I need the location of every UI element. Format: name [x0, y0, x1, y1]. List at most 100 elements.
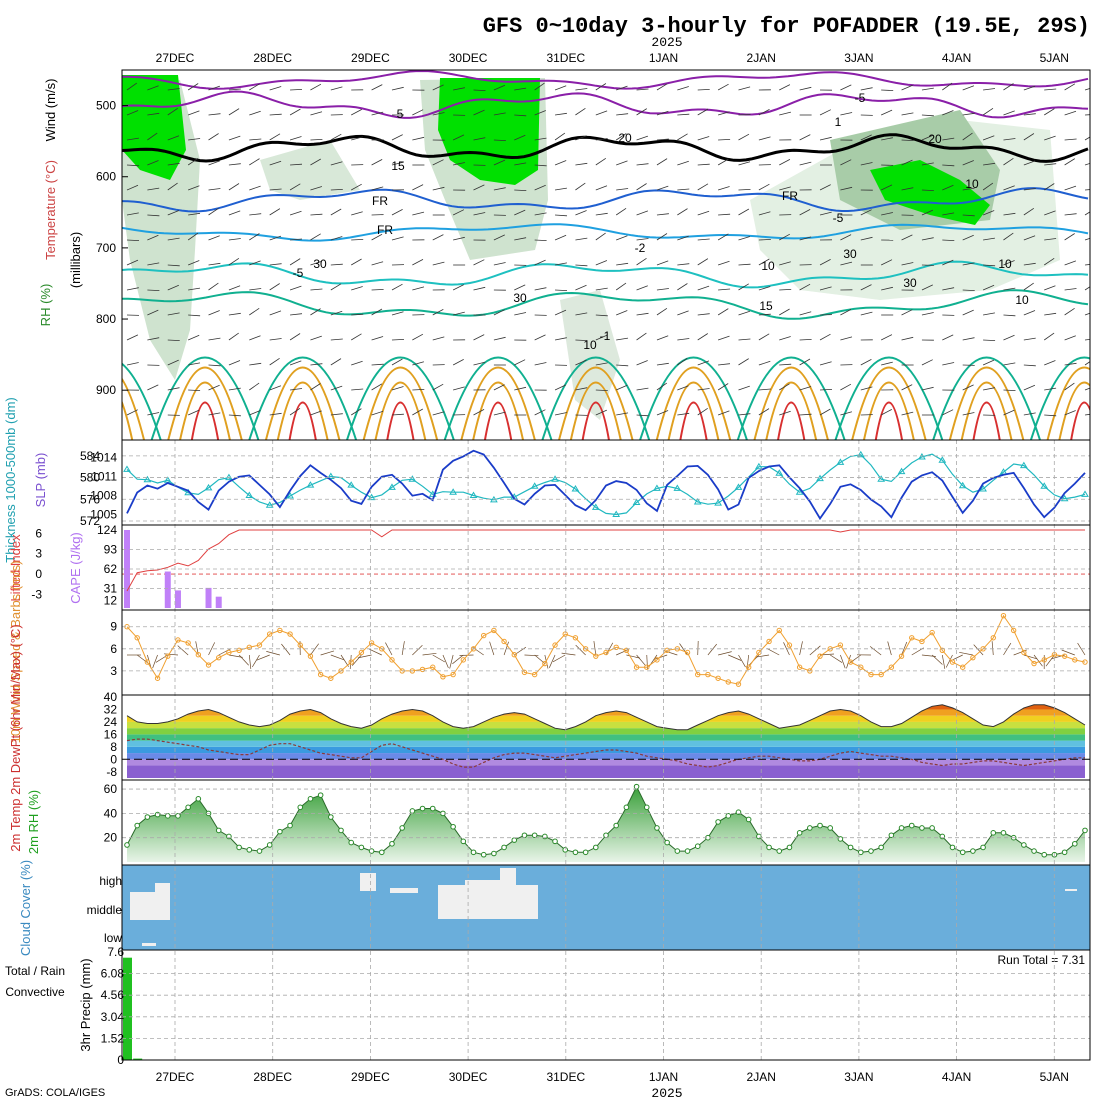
wind-barb	[656, 213, 669, 216]
date-label-bottom: 27DEC	[156, 1070, 195, 1084]
wind-barb	[126, 259, 139, 266]
rh-marker	[807, 825, 813, 831]
wind-barb	[310, 158, 322, 166]
date-label-bottom: 3JAN	[844, 1070, 873, 1084]
wind-barb	[697, 333, 709, 341]
wind-barb	[310, 111, 323, 116]
wind-marker	[562, 631, 568, 637]
wind-barb	[942, 334, 954, 341]
contour-label: -1	[600, 329, 611, 343]
rh-marker	[888, 832, 895, 839]
rh-marker	[501, 844, 507, 851]
wind-barb	[840, 336, 853, 341]
wind-barb-10m	[228, 654, 243, 658]
wind-marker	[419, 666, 426, 673]
wind-marker	[430, 664, 436, 670]
wind-barb	[616, 337, 629, 341]
wind-barb	[228, 414, 241, 417]
wind-barb	[697, 183, 709, 191]
wind-barb	[351, 239, 364, 241]
slp-tick: 1014	[90, 451, 117, 465]
rh-marker	[908, 822, 915, 829]
wind-barb	[636, 360, 648, 366]
wind-barb	[1003, 260, 1015, 266]
lifted-index-line	[126, 529, 1085, 592]
wind-barb	[656, 382, 668, 391]
rh-tick: 40	[104, 806, 118, 820]
wind-barb	[656, 233, 668, 241]
date-label-bottom: 2JAN	[747, 1070, 776, 1084]
rh-marker	[358, 844, 365, 851]
wind-barb	[758, 239, 771, 241]
wind-barb	[167, 182, 178, 191]
y-tick-label: 500	[96, 99, 116, 113]
date-label-top: 30DEC	[449, 51, 488, 65]
wind-barb	[1084, 162, 1090, 166]
wind-barb	[942, 82, 953, 91]
wind-barb	[677, 188, 690, 191]
cape-bar	[164, 571, 171, 608]
precip-panel: 0 1.52 3.04 4.56 6.08 7.6 Run Total = 7.31	[101, 945, 1086, 1067]
wind-barb-10m	[256, 654, 270, 661]
wind-barb	[819, 361, 832, 366]
thickness-line	[126, 453, 1086, 516]
wind-barb	[269, 235, 282, 241]
wind-barb	[779, 186, 791, 191]
wind-barb	[1064, 158, 1076, 166]
contour-label: -2	[635, 241, 646, 255]
diurnal-isotherm	[264, 366, 341, 440]
wind-barb	[656, 83, 668, 91]
wind-axis-label: 10m Wind Speed & Barbs (m/s)	[8, 561, 23, 744]
wind-barb	[371, 84, 383, 91]
wind-marker	[868, 671, 874, 678]
cloud-tick: high	[99, 874, 122, 888]
wind-barb	[208, 207, 219, 216]
date-label-bottom: 29DEC	[351, 1070, 390, 1084]
wind-barb	[310, 410, 322, 416]
wind-barb	[188, 138, 201, 141]
wind-barb	[554, 384, 567, 391]
wind-barb	[595, 314, 608, 317]
wind-barb	[289, 258, 301, 266]
wind-barb	[126, 82, 138, 91]
contour-label: 15	[759, 299, 773, 313]
wind-tick: 6	[110, 642, 117, 656]
wind-barb	[412, 109, 424, 116]
diurnal-isotherm	[1029, 356, 1090, 440]
wind-barb	[758, 211, 771, 216]
thickness-marker	[612, 510, 621, 517]
wind-barb	[656, 307, 668, 316]
wind-barb	[310, 363, 323, 366]
wind-barb	[982, 182, 994, 191]
wind-barb	[208, 262, 221, 266]
wind-barb	[554, 85, 567, 91]
wind-barb	[228, 332, 239, 341]
wind-barb	[738, 86, 751, 91]
wind-barb	[779, 383, 790, 391]
thickness-marker	[286, 492, 294, 499]
diurnal-isotherm	[346, 356, 455, 440]
wind-barb	[1003, 185, 1015, 191]
wind-marker	[328, 675, 334, 681]
wind-barb	[1023, 262, 1036, 266]
wind-barb-10m	[368, 648, 382, 656]
wind-barb	[819, 408, 831, 416]
wind-barb	[799, 236, 812, 241]
wind-marker	[990, 635, 996, 641]
wind-barb	[432, 336, 445, 341]
wind-marker	[929, 629, 935, 636]
run-total-label: Run Total = 7.31	[997, 953, 1085, 967]
wind-barb-10m	[809, 645, 821, 656]
wind-barb	[921, 359, 933, 366]
temp-axis-label: 2m Temp 2m DewPt (6hr Min/Max) (°C)	[8, 624, 23, 851]
rh-marker	[613, 822, 619, 829]
wind-barb	[697, 360, 710, 366]
wind-barb	[371, 159, 383, 166]
wind-barb	[840, 159, 852, 166]
wind-barb	[983, 312, 995, 316]
wind-barb	[1003, 409, 1015, 416]
wind-barb	[126, 164, 140, 167]
wind-barb	[1084, 114, 1090, 116]
wind-barb	[677, 310, 689, 316]
wind-barb	[779, 233, 790, 241]
